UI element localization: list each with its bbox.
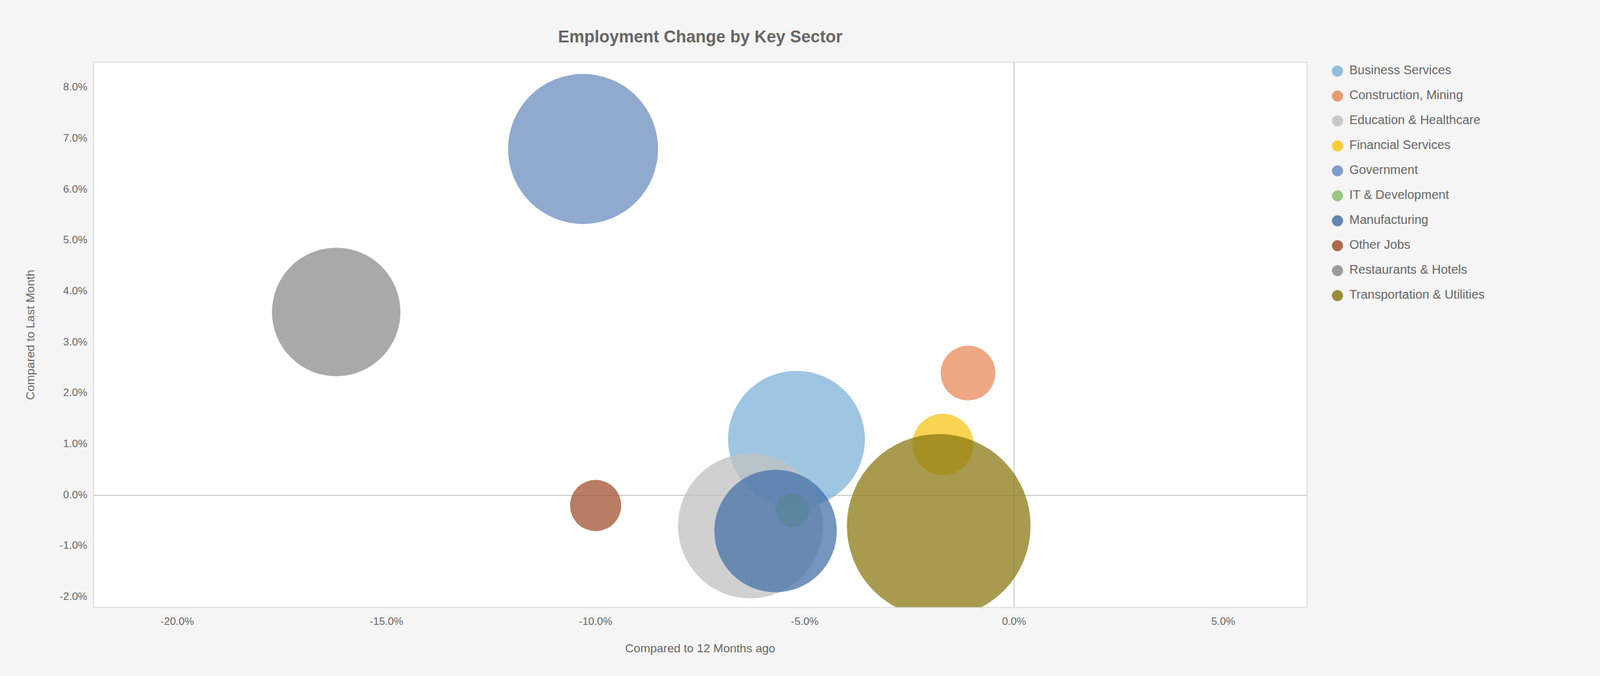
legend-swatch [1331,190,1344,202]
plot-frame [93,62,1307,608]
bubble [846,433,1031,608]
legend-label: IT & Development [1349,187,1450,202]
page: Chart html, body { margin: 0; padding: 0… [0,0,1600,676]
y-tick-label: -2.0% [59,590,88,603]
legend-swatch [1331,289,1344,302]
y-tick-label: 4.0% [62,284,88,297]
chart-svg: -20.0% -15.0% -10.0% -5.0% 0.0% 5.0% -2.0% -1.0… [0,0,1600,676]
x-tick-label: -15.0% [369,615,404,628]
bubble [940,345,996,401]
chart-title: Employment Change by Key Sector [558,27,844,47]
legend-label: Transportation & Utilities [1349,287,1485,302]
legend-label: Construction, Mining [1349,87,1463,102]
legend-swatch [1331,265,1344,277]
legend-swatch [1331,215,1344,227]
x-tick-label: -10.0% [578,615,613,628]
x-tick-label: 5.0% [1210,615,1236,628]
y-tick-label: 8.0% [62,81,88,93]
x-tick-label: 0.0% [1002,615,1027,628]
legend-label: Government [1349,162,1418,177]
legend-swatch [1331,140,1344,152]
y-axis-label: Compared to Last Month [23,269,37,400]
legend-label: Business Services [1349,62,1451,77]
legend-label: Financial Services [1349,137,1451,152]
bubble [271,247,401,376]
y-tick-label: 3.0% [62,336,88,348]
bubble [569,480,622,532]
y-tick-label: 6.0% [62,183,88,196]
plot-background [93,62,1307,608]
figure-background [0,0,1600,676]
tick-labels: -20.0% -15.0% -10.0% -5.0% 0.0% 5.0% -2.0% -1.0… [59,81,1236,628]
legend-label: Other Jobs [1349,237,1411,252]
legend-label: Restaurants & Hotels [1349,262,1468,277]
y-tick-label: -1.0% [59,539,88,552]
y-tick-label: 1.0% [62,437,88,450]
y-tick-label: 2.0% [62,386,88,399]
y-tick-label: 0.0% [62,488,88,501]
x-tick-label: -20.0% [160,615,194,628]
zero-lines [93,62,1307,608]
y-tick-label: 5.0% [62,233,88,246]
legend-label: Manufacturing [1349,212,1429,227]
bubble [714,469,837,592]
legend-swatch [1331,165,1344,177]
y-tick-label: 7.0% [62,132,88,145]
legend-swatch [1331,90,1344,102]
legend-swatch [1331,115,1344,127]
bubble [508,74,659,225]
legend-swatch [1331,65,1344,77]
page-body: {"chart_data": { "type": "scatter", "tit… [0,0,1600,676]
marks [271,74,1031,608]
legend-swatch [1331,240,1344,252]
x-tick-label: -5.0% [791,615,819,628]
legend: Business Services Construction, Mining Edu… [1331,62,1485,302]
x-axis-label: Compared to 12 Months ago [625,641,776,655]
legend-label: Education & Healthcare [1349,112,1481,127]
